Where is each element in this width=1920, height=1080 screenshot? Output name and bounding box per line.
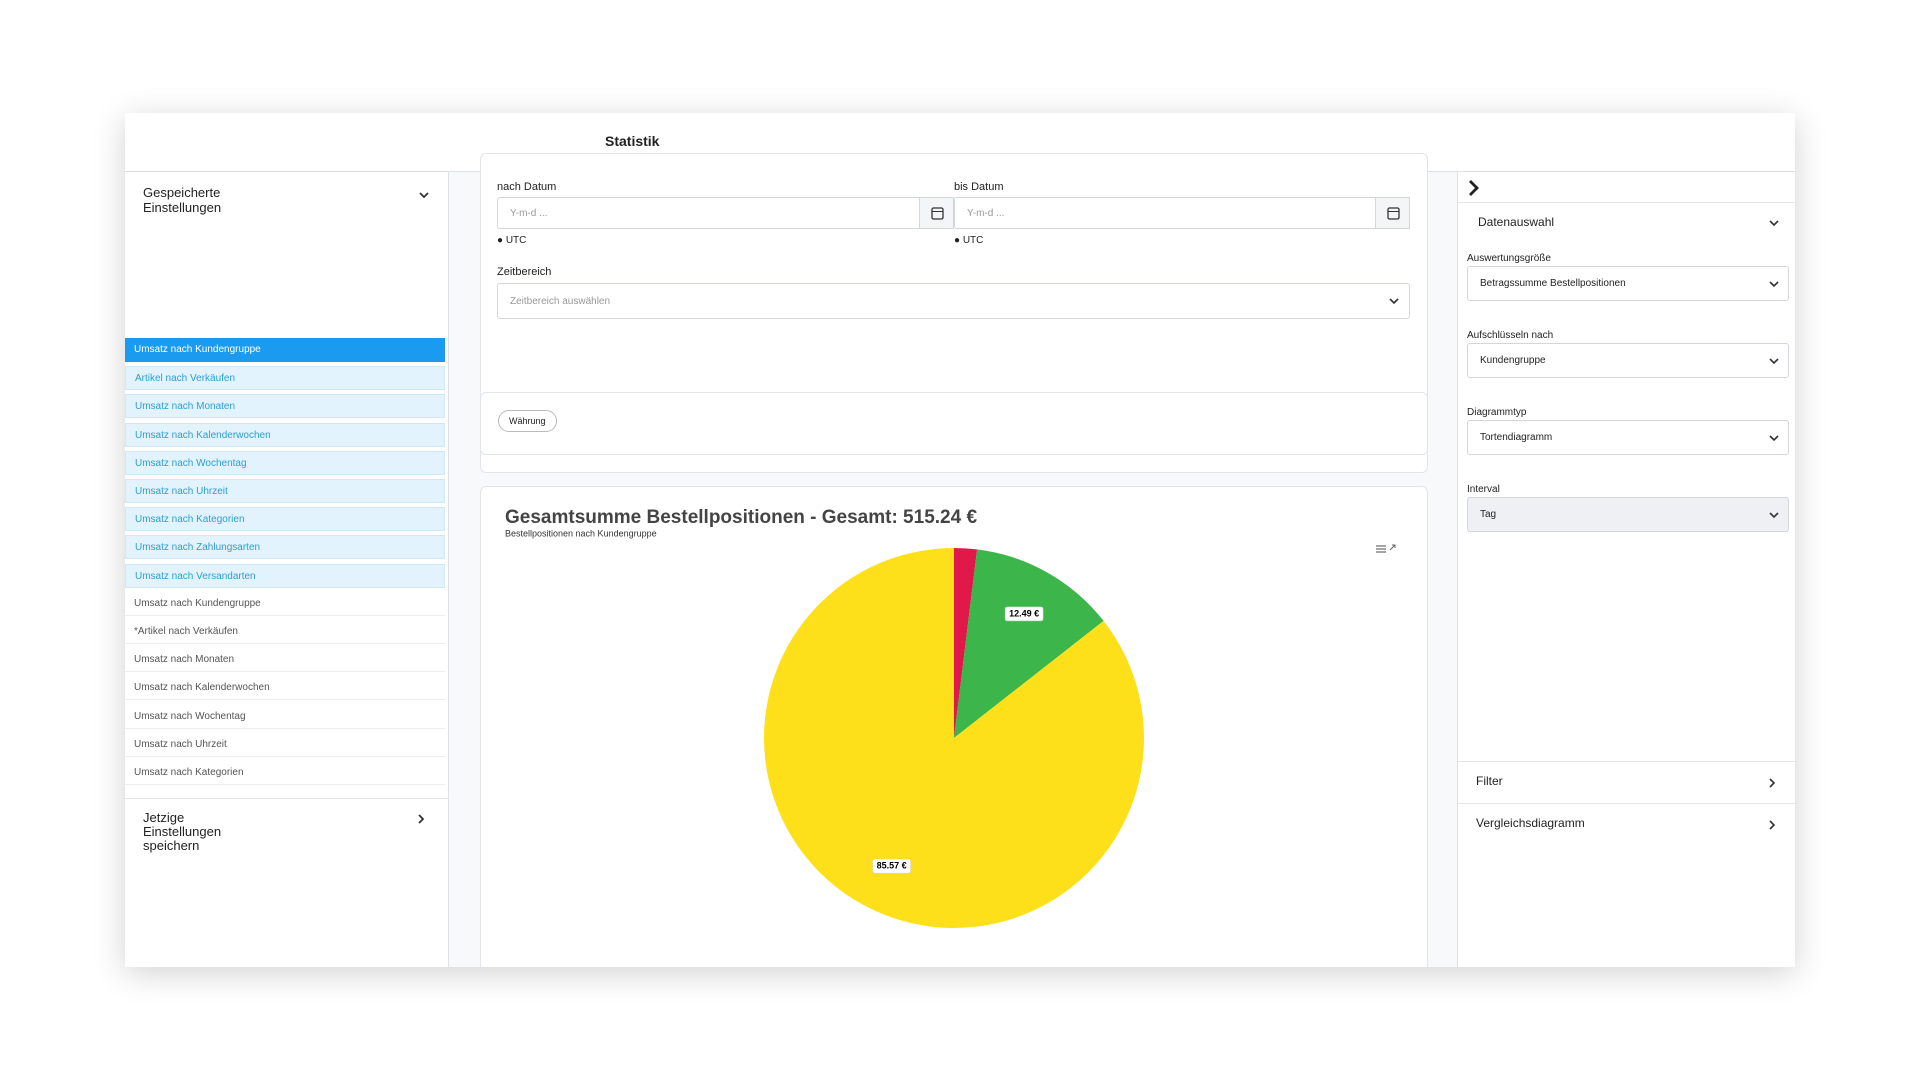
date-to-label: bis Datum	[954, 181, 1004, 193]
section-header[interactable]: Filter	[1476, 774, 1503, 788]
saved-item[interactable]: Umsatz nach Kategorien	[125, 507, 445, 532]
saved-item[interactable]: Umsatz nach Kundengruppe	[125, 338, 445, 362]
placeholder: Y-m-d ...	[967, 207, 1005, 219]
chart: Gesamtsumme Bestellpositionen - Gesamt: …	[505, 507, 1396, 928]
saved-item[interactable]: Umsatz nach Kalenderwochen	[125, 676, 445, 701]
chart-title: Gesamtsumme Bestellpositionen - Gesamt: …	[505, 507, 977, 528]
data-label-bg	[1004, 606, 1044, 622]
pie-slice	[954, 548, 978, 738]
saved-item[interactable]: *Artikel nach Verkäufen	[125, 620, 445, 644]
timezone: ● UTC	[954, 235, 984, 246]
chevron-right	[1769, 820, 1776, 830]
data-label: 85.57 €	[877, 860, 907, 870]
placeholder: Y-m-d ...	[510, 207, 548, 219]
app-window: Statistik Gespeicherte Einstellungen Ums…	[125, 113, 1795, 967]
field-label: Diagrammtyp	[1467, 407, 1527, 418]
section-title: Datenauswahl	[1478, 215, 1555, 229]
chevron-down	[1769, 435, 1779, 442]
calendar-button[interactable]	[1375, 197, 1410, 229]
saved-item[interactable]: Umsatz nach Zahlungsarten	[125, 535, 445, 560]
sidebar: Gespeicherte Einstellungen Umsatz nach K…	[125, 172, 449, 967]
chart-menu[interactable]	[1376, 544, 1396, 553]
currency-card	[480, 392, 1428, 455]
chevron-right	[1769, 778, 1776, 788]
field-select[interactable]: Kundengruppe	[1467, 343, 1789, 378]
saved-list: Umsatz nach Kundengruppe Artikel nach Ver…	[125, 338, 449, 858]
saved-item[interactable]: Umsatz nach Wochentag	[125, 705, 445, 729]
saved-item[interactable]: Umsatz nach Kalenderwochen	[125, 422, 445, 447]
chevron-down	[1389, 298, 1399, 305]
saved-item[interactable]: Umsatz nach Wochentag	[125, 450, 445, 475]
range-select[interactable]: Zeitbereich auswählen	[497, 283, 1410, 319]
pie-slice	[764, 548, 1144, 928]
field-label: Aufschlüsseln nach	[1467, 330, 1554, 341]
range-label: Zeitbereich	[497, 266, 552, 278]
field-select[interactable]: Tortendiagramm	[1467, 420, 1789, 455]
field-label: Interval	[1467, 484, 1500, 495]
data-label: 12.49 €	[1009, 608, 1039, 618]
chart-subtitle: Bestellpositionen nach Kundengruppe	[505, 528, 657, 538]
timezone: ● UTC	[497, 235, 527, 246]
saved-item[interactable]: Umsatz nach Kundengruppe	[125, 592, 445, 616]
chevron-down	[1769, 512, 1779, 519]
field-select[interactable]: Tag	[1467, 497, 1789, 532]
collapse-button[interactable]	[1466, 178, 1482, 198]
chevron-right	[418, 814, 425, 824]
saved-item[interactable]: Umsatz nach Uhrzeit	[125, 479, 445, 503]
saved-item[interactable]: Umsatz nach Versandarten	[125, 563, 445, 588]
divider	[1458, 761, 1795, 762]
page-title: Statistik	[605, 133, 660, 149]
tz: UTC	[505, 235, 527, 246]
date-from-input[interactable]: Y-m-d ...	[497, 197, 954, 229]
pie-slice	[954, 549, 1104, 738]
saved-item[interactable]: Umsatz nach Kategorien	[125, 761, 445, 785]
divider	[1458, 202, 1795, 203]
section-header[interactable]: Vergleichsdiagramm	[1476, 816, 1585, 830]
tz: UTC	[962, 235, 984, 246]
date-to-input[interactable]: Y-m-d ...	[954, 197, 1410, 229]
date-from-label: nach Datum	[497, 181, 557, 193]
saved-item[interactable]: Umsatz nach Monaten	[125, 648, 445, 673]
field-select[interactable]: Betragssumme Bestellpositionen	[1467, 266, 1789, 301]
save-settings[interactable]: Jetzige Einstellungen speichern	[143, 810, 222, 853]
saved-title: Gespeicherte Einstellungen	[143, 185, 222, 215]
chevron-down	[1769, 281, 1779, 288]
divider	[1458, 803, 1795, 804]
currency-pill[interactable]: Währung	[498, 410, 557, 432]
calendar-button[interactable]	[919, 197, 954, 229]
saved-item[interactable]: Umsatz nach Monaten	[125, 394, 445, 419]
placeholder: Zeitbereich auswählen	[510, 295, 611, 307]
chevron-down[interactable]	[1768, 217, 1780, 229]
chevron-down	[1769, 358, 1779, 365]
chevron-down[interactable]	[418, 189, 430, 201]
data-label-bg	[872, 858, 911, 874]
field-label: Auswertungsgröße	[1467, 253, 1551, 264]
settings-panel: Datenauswahl Auswertungsgröße Betragssumm…	[1457, 172, 1795, 967]
saved-item[interactable]: Artikel nach Verkäufen	[125, 366, 445, 391]
divider	[125, 798, 449, 799]
saved-item[interactable]: Umsatz nach Uhrzeit	[125, 733, 445, 757]
